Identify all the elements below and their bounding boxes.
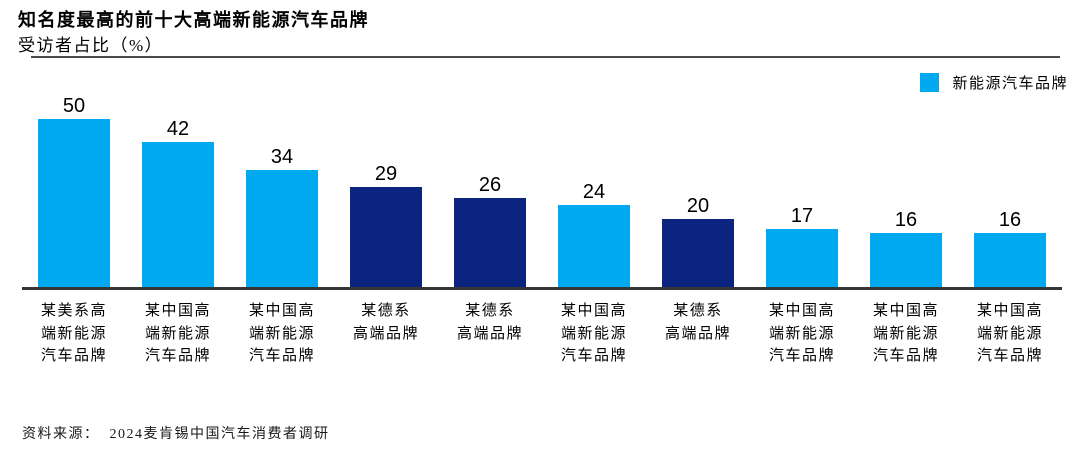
category-label: 某中国高 端新能源 汽车品牌 bbox=[144, 303, 211, 364]
bar-value-label: 26 bbox=[478, 174, 502, 196]
bar-value-label: 17 bbox=[790, 205, 814, 227]
bar bbox=[558, 205, 630, 289]
category-label: 某美系高 端新能源 汽车品牌 bbox=[40, 303, 107, 364]
bar-column: 42 bbox=[126, 96, 230, 289]
bar bbox=[870, 233, 942, 289]
bar-column: 29 bbox=[334, 96, 438, 289]
legend-label: 新能源汽车品牌 bbox=[952, 76, 1068, 92]
bar-value-label: 34 bbox=[270, 146, 294, 168]
bar-value-label: 16 bbox=[998, 209, 1022, 231]
plot: 50 42 34 29 26 24 20 17 16 16 bbox=[22, 96, 1062, 289]
source-text: 2024麦肯锡中国汽车消费者调研 bbox=[109, 427, 330, 442]
legend: 新能源汽车品牌 bbox=[920, 72, 1068, 93]
bar-column: 16 bbox=[854, 96, 958, 289]
source-prefix: 资料来源： bbox=[22, 427, 100, 442]
bar bbox=[454, 198, 526, 289]
x-axis-line bbox=[22, 287, 1062, 290]
category-labels: 某美系高 端新能源 汽车品牌 某中国高 端新能源 汽车品牌 某中国高 端新能源 汽车… bbox=[22, 300, 1062, 368]
bar-value-label: 16 bbox=[894, 209, 918, 231]
bar-column: 34 bbox=[230, 96, 334, 289]
header-divider-line bbox=[31, 56, 1060, 58]
bar bbox=[246, 170, 318, 289]
category-label: 某德系 高端品牌 bbox=[352, 303, 419, 342]
bar-value-label: 29 bbox=[374, 163, 398, 185]
bar bbox=[766, 229, 838, 289]
chart-title: 知名度最高的前十大高端新能源汽车品牌 bbox=[18, 10, 369, 30]
category-label: 某中国高 端新能源 汽车品牌 bbox=[560, 303, 627, 364]
bar-column: 17 bbox=[750, 96, 854, 289]
bar-value-label: 42 bbox=[166, 118, 190, 140]
bar-column: 24 bbox=[542, 96, 646, 289]
category-label: 某中国高 端新能源 汽车品牌 bbox=[976, 303, 1043, 364]
bar bbox=[38, 119, 110, 289]
bar bbox=[350, 187, 422, 289]
category-label: 某中国高 端新能源 汽车品牌 bbox=[768, 303, 835, 364]
category-label: 某德系 高端品牌 bbox=[664, 303, 731, 342]
chart-subtitle: 受访者占比（%） bbox=[18, 36, 164, 55]
category-label: 某德系 高端品牌 bbox=[456, 303, 523, 342]
source-note: 资料来源： 2024麦肯锡中国汽车消费者调研 bbox=[22, 423, 330, 443]
bar-value-label: 50 bbox=[62, 95, 86, 117]
bar-column: 50 bbox=[22, 96, 126, 289]
bar bbox=[142, 142, 214, 289]
bar bbox=[662, 219, 734, 289]
bar-column: 20 bbox=[646, 96, 750, 289]
bar-value-label: 20 bbox=[686, 195, 710, 217]
category-label: 某中国高 端新能源 汽车品牌 bbox=[872, 303, 939, 364]
bar bbox=[974, 233, 1046, 289]
bar-column: 16 bbox=[958, 96, 1062, 289]
bar-column: 26 bbox=[438, 96, 542, 289]
legend-swatch-icon bbox=[920, 73, 940, 92]
category-label: 某中国高 端新能源 汽车品牌 bbox=[248, 303, 315, 364]
bar-value-label: 24 bbox=[582, 181, 606, 203]
